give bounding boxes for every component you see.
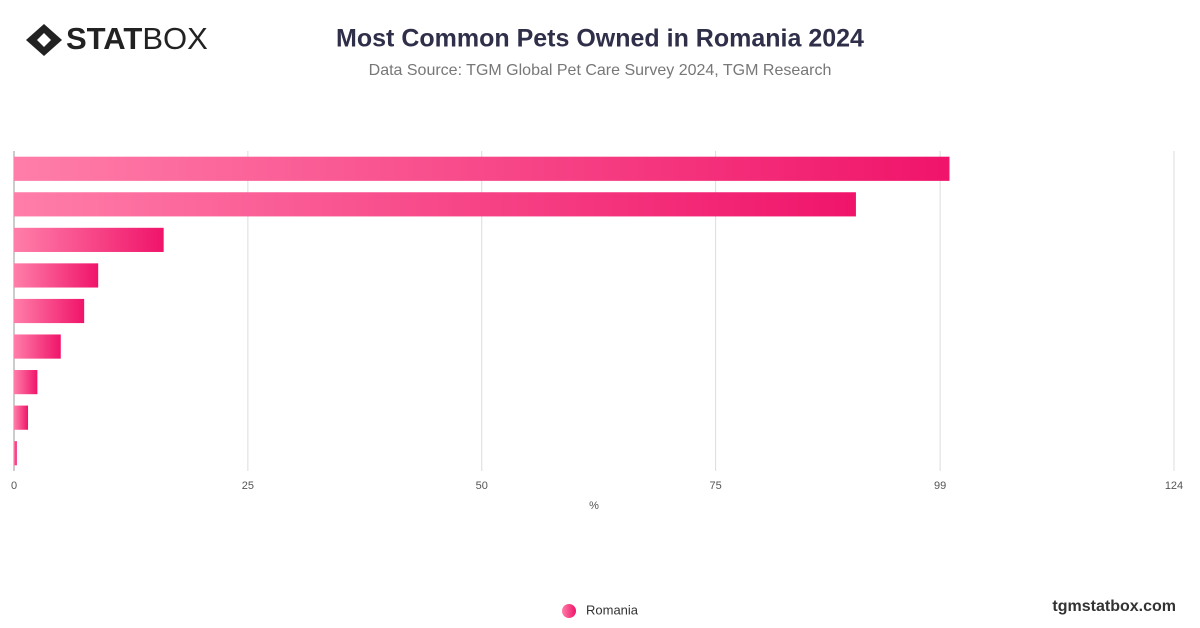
bar <box>14 298 85 324</box>
x-tick-label: 25 <box>242 480 254 492</box>
bar <box>14 441 17 466</box>
legend-label: Romania <box>586 602 639 617</box>
legend-marker <box>562 604 576 618</box>
chart-subtitle: Data Source: TGM Global Pet Care Survey … <box>369 62 832 79</box>
x-tick-label: 124 <box>1165 480 1183 492</box>
bar <box>14 263 99 288</box>
bar <box>14 334 61 359</box>
logo-text: STATBOX <box>66 21 208 56</box>
logo-bold: STAT <box>66 21 142 56</box>
bar <box>14 227 164 252</box>
x-tick-label: 0 <box>11 480 17 492</box>
x-axis-label: % <box>589 500 599 512</box>
chart-title: Most Common Pets Owned in Romania 2024 <box>336 25 864 53</box>
x-tick-label: 99 <box>934 480 946 492</box>
bar <box>14 405 29 430</box>
x-tick-label: 50 <box>476 480 488 492</box>
bar <box>14 192 856 217</box>
bar <box>14 156 950 181</box>
x-tick-label: 75 <box>709 480 721 492</box>
logo-light: BOX <box>142 21 208 56</box>
footer: tgmstatbox.com <box>1052 598 1176 615</box>
bar <box>14 370 38 395</box>
logo: STATBOX <box>26 21 208 56</box>
